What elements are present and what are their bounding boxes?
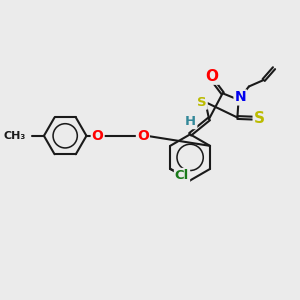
Text: O: O <box>137 129 149 143</box>
Text: S: S <box>254 111 265 126</box>
Text: Cl: Cl <box>175 169 189 182</box>
Text: S: S <box>197 96 207 109</box>
Text: O: O <box>92 129 103 143</box>
Text: H: H <box>185 115 196 128</box>
Text: O: O <box>206 69 218 84</box>
Text: N: N <box>235 90 246 104</box>
Text: CH₃: CH₃ <box>4 131 26 141</box>
